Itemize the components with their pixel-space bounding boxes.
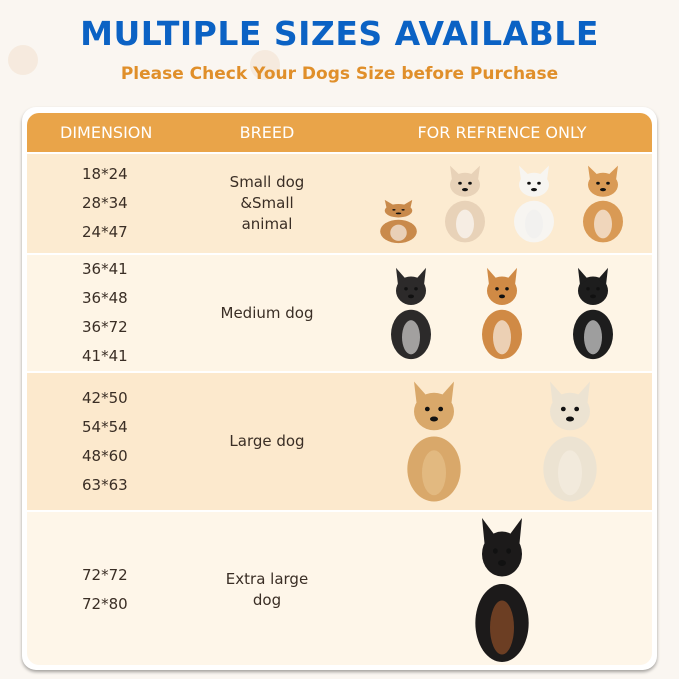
table-header: DIMENSION BREED FOR REFRENCE ONLY [27, 113, 652, 152]
breed-cell: Small dog &Small animal [182, 172, 352, 235]
reference-images [352, 515, 652, 665]
dimension-value: 36*48 [82, 289, 128, 307]
paw-print-decoration [250, 50, 280, 80]
reference-images [352, 379, 652, 504]
dimension-value: 18*24 [82, 165, 128, 183]
chihuahua-image [444, 165, 485, 242]
paw-print-decoration [8, 45, 38, 75]
dimension-value: 48*60 [82, 446, 128, 465]
labrador-image [543, 381, 597, 502]
breed-cell: Extra large dog [182, 569, 352, 611]
reference-images [352, 164, 652, 244]
size-table: DIMENSION BREED FOR REFRENCE ONLY 18*24 2… [27, 113, 652, 665]
dimension-value: 42*50 [82, 388, 128, 407]
dimension-value: 72*72 [82, 565, 128, 584]
header-breed: BREED [239, 123, 295, 142]
breed-label: Large dog [229, 432, 305, 450]
breed-label: Medium dog [220, 303, 314, 322]
dimension-value: 36*72 [82, 318, 128, 336]
golden-retriever-image [407, 381, 461, 502]
shiba-inu-image [481, 267, 522, 359]
dimension-cell: 42*50 54*54 48*60 63*63 [27, 384, 182, 500]
dimension-cell: 36*41 36*48 36*72 41*41 [27, 255, 182, 371]
border-collie-image [572, 267, 613, 359]
breed-cell: Medium dog [182, 303, 352, 324]
guinea-pig-image [379, 199, 417, 243]
table-row: 18*24 28*34 24*47 Small dog &Small animal [27, 152, 652, 253]
dimension-value: 72*80 [82, 594, 128, 613]
corgi-image [583, 165, 624, 242]
dimension-value: 24*47 [82, 223, 128, 241]
page-title: MULTIPLE SIZES AVAILABLE [80, 14, 599, 53]
breed-label: Extra large dog [225, 569, 309, 609]
dimension-value: 28*34 [82, 194, 128, 212]
bichon-frise-image [514, 165, 555, 242]
page-subtitle: Please Check Your Dogs Size before Purch… [120, 64, 559, 84]
dimension-value: 41*41 [82, 347, 128, 365]
header-dimension: DIMENSION [60, 123, 153, 142]
table-row: 36*41 36*48 36*72 41*41 Medium dog [27, 253, 652, 371]
dimension-cell: 72*72 72*80 [27, 561, 182, 619]
dimension-value: 54*54 [82, 417, 128, 436]
table-row: 72*72 72*80 Extra large dog [27, 510, 652, 665]
doberman-image [475, 517, 529, 662]
table-row: 42*50 54*54 48*60 63*63 Large dog [27, 371, 652, 510]
dimension-value: 63*63 [82, 475, 128, 494]
dimension-cell: 18*24 28*34 24*47 [27, 160, 182, 247]
french-bulldog-image [391, 267, 432, 359]
breed-label: Small dog &Small animal [229, 173, 305, 233]
breed-cell: Large dog [182, 431, 352, 452]
header-reference: FOR REFRENCE ONLY [417, 123, 587, 142]
dimension-value: 36*41 [82, 260, 128, 278]
size-chart-card: DIMENSION BREED FOR REFRENCE ONLY 18*24 2… [22, 107, 657, 670]
reference-images [352, 266, 652, 361]
